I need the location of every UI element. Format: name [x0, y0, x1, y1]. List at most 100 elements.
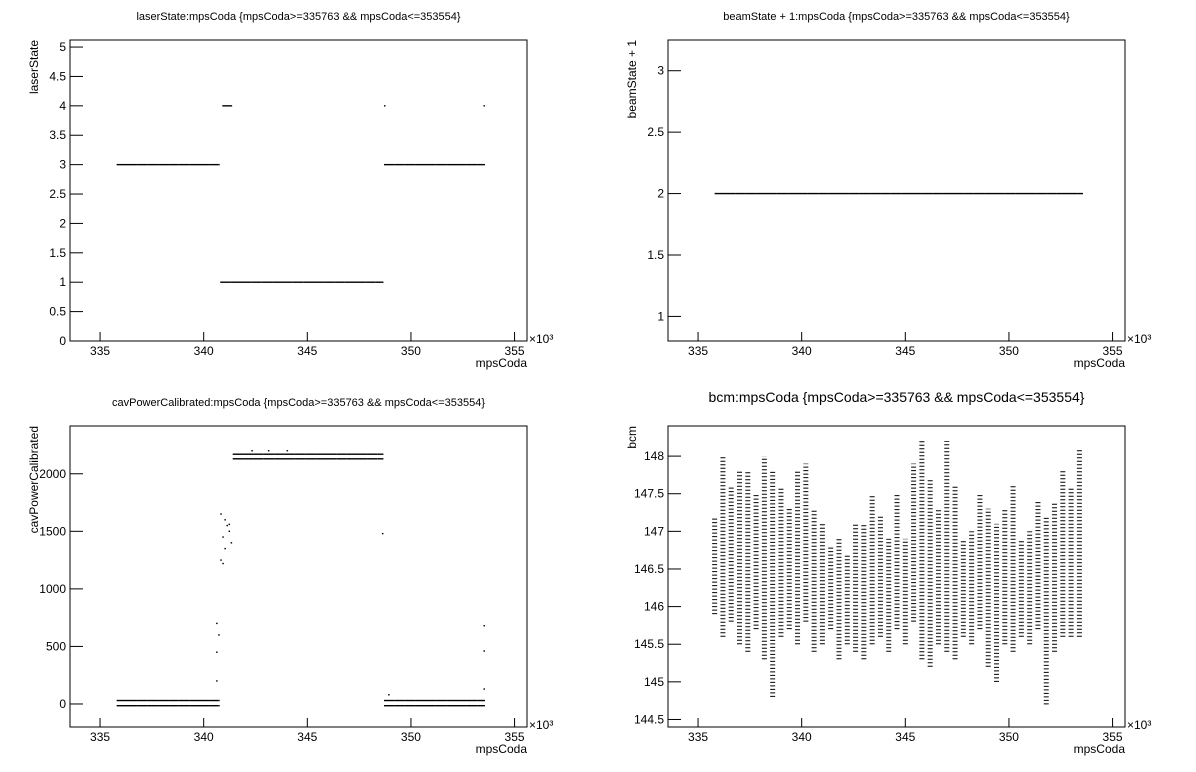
point: [435, 163, 447, 166]
y-tick-label: 3: [657, 64, 664, 78]
point: [158, 705, 169, 707]
point: [849, 192, 860, 195]
point: [383, 163, 395, 166]
point: [415, 699, 426, 702]
x-tick-label: 340: [194, 344, 214, 358]
x-tick-label: 350: [401, 730, 421, 744]
point: [232, 458, 244, 460]
chart-title: cavPowerCalibrated:mpsCoda {mpsCoda>=335…: [112, 397, 485, 409]
point: [137, 163, 148, 166]
x-multiplier: ×10³: [1127, 718, 1151, 732]
point: [477, 705, 484, 707]
point: [714, 192, 725, 195]
x-tick-label: 335: [90, 344, 110, 358]
point: [178, 705, 190, 707]
x-tick-label: 345: [895, 344, 915, 358]
point: [261, 281, 273, 283]
x-tick-label: 340: [792, 344, 812, 358]
point: [890, 192, 902, 195]
y-tick-label: 146: [644, 600, 664, 614]
x-multiplier: ×10³: [1127, 332, 1151, 346]
y-tick-label: 1: [59, 275, 66, 289]
point: [305, 458, 316, 460]
y-axis-label: laserState: [27, 40, 41, 94]
y-tick-label: 3.5: [49, 128, 66, 142]
y-tick-label: 2.5: [49, 187, 66, 201]
point: [994, 192, 1005, 195]
point: [216, 651, 218, 653]
point: [323, 281, 335, 283]
point: [1046, 192, 1057, 195]
plot-frame: [667, 425, 1126, 728]
point: [425, 163, 436, 166]
point: [984, 192, 995, 195]
panel: beamState + 1:mpsCoda {mpsCoda>=335763 &…: [625, 11, 1151, 370]
point: [383, 105, 386, 107]
x-axis-label: mpsCoda: [476, 742, 528, 756]
point: [284, 453, 295, 455]
point: [199, 699, 210, 702]
point: [394, 705, 405, 707]
point: [218, 705, 220, 707]
point: [126, 705, 138, 707]
y-tick-label: 145.5: [634, 637, 664, 651]
point: [216, 680, 218, 682]
point: [466, 705, 478, 707]
point: [313, 281, 324, 283]
point: [253, 458, 264, 460]
point: [116, 705, 127, 707]
point: [354, 281, 366, 283]
y-tick-label: 2: [657, 187, 664, 201]
x-tick-label: 345: [895, 730, 915, 744]
y-axis-label: beamState + 1: [625, 40, 639, 119]
point: [1004, 192, 1016, 195]
point: [126, 699, 138, 702]
y-tick-label: 0: [59, 334, 66, 348]
point: [383, 705, 395, 707]
y-tick-label: 1000: [39, 582, 66, 596]
y-tick-label: 148: [644, 449, 664, 463]
y-axis-label: bcm: [625, 426, 639, 449]
point: [226, 524, 228, 527]
point: [377, 453, 382, 455]
point: [388, 694, 390, 696]
panel: bcm:mpsCoda {mpsCoda>=335763 && mpsCoda<…: [625, 389, 1151, 756]
point: [952, 192, 964, 195]
point: [274, 453, 285, 455]
point: [870, 192, 881, 195]
y-tick-label: 1.5: [647, 248, 664, 262]
point: [381, 281, 384, 283]
point: [189, 699, 200, 702]
point: [286, 450, 289, 452]
point: [456, 699, 467, 702]
x-axis-label: mpsCoda: [1074, 742, 1126, 756]
point: [394, 163, 405, 166]
point: [383, 699, 395, 702]
point: [766, 192, 777, 195]
point: [446, 705, 457, 707]
x-axis-label: mpsCoda: [476, 356, 528, 370]
point: [818, 192, 829, 195]
point: [838, 192, 850, 195]
point: [220, 559, 222, 561]
point: [456, 705, 467, 707]
point: [377, 458, 382, 460]
x-tick-label: 355: [1103, 730, 1123, 744]
point: [230, 542, 233, 544]
point: [126, 163, 138, 166]
plot-frame: [667, 39, 1126, 342]
x-multiplier: ×10³: [529, 718, 553, 732]
point: [325, 458, 337, 460]
point: [1066, 192, 1078, 195]
point: [224, 519, 226, 521]
y-tick-label: 0.5: [49, 305, 66, 319]
point: [942, 192, 953, 195]
point: [483, 163, 485, 166]
point: [745, 192, 757, 195]
point: [189, 163, 200, 166]
point: [137, 705, 148, 707]
point: [168, 163, 179, 166]
x-tick-label: 335: [688, 344, 708, 358]
y-tick-label: 4.5: [49, 69, 66, 83]
